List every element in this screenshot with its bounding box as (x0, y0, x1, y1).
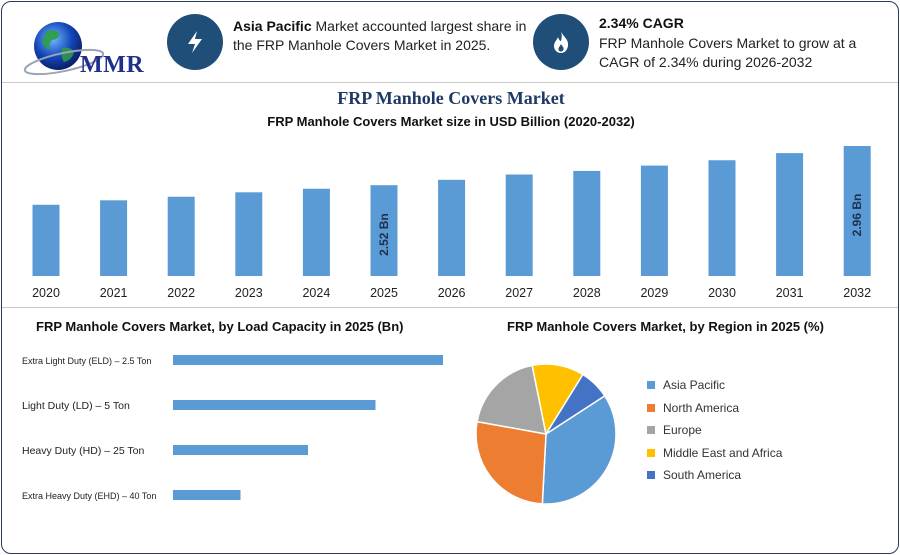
lightning-icon (188, 31, 202, 53)
legend-swatch (647, 471, 655, 480)
lightning-icon-badge (167, 14, 223, 70)
x-tick-label: 2020 (32, 286, 60, 300)
x-tick-label: 2024 (302, 286, 330, 300)
x-tick-label: 2027 (505, 286, 533, 300)
legend-item: Europe (647, 419, 782, 442)
x-tick-label: 2022 (167, 286, 195, 300)
pie-slice (541, 394, 617, 505)
legend-label: Asia Pacific (663, 378, 726, 393)
load-capacity-bar (173, 490, 241, 500)
load-capacity-bar (173, 355, 443, 365)
bar-2023 (235, 192, 263, 276)
bar-2027 (505, 174, 533, 276)
header-region-text: Market accounted largest share in the FR… (233, 18, 527, 53)
x-tick-label: 2029 (640, 286, 668, 300)
legend-swatch (647, 381, 655, 390)
flame-icon-badge (533, 14, 589, 70)
bar-2026 (438, 179, 466, 276)
bar-data-label: 2.96 Bn (850, 194, 864, 237)
section-divider (2, 307, 898, 308)
pie-slice (475, 420, 547, 505)
legend-label: Europe (663, 423, 702, 438)
cagr-title: 2.34% CAGR (599, 15, 684, 31)
bar-2032 (843, 146, 871, 276)
bar-data-label: 2.52 Bn (377, 213, 391, 256)
bar-2021 (100, 200, 128, 276)
region-title: FRP Manhole Covers Market, by Region in … (507, 319, 824, 334)
header-divider (2, 82, 898, 83)
header-region-note: Asia Pacific Market accounted largest sh… (233, 17, 533, 55)
x-tick-label: 2023 (235, 286, 263, 300)
x-tick-label: 2028 (573, 286, 601, 300)
bar-2031 (776, 153, 804, 276)
region-legend: Asia Pacific North America Europe Middle Ea… (647, 374, 782, 487)
legend-item: Middle East and Africa (647, 442, 782, 465)
x-tick-label: 2030 (708, 286, 736, 300)
bar-2024 (302, 188, 330, 276)
x-tick-label: 2026 (438, 286, 466, 300)
bar-2020 (32, 204, 60, 276)
mmr-logo: MMR (20, 12, 144, 80)
flame-icon (554, 31, 569, 53)
bar-2030 (708, 160, 736, 276)
category-label: Light Duty (LD) – 5 Ton (22, 400, 130, 412)
logo-text: MMR (80, 52, 145, 78)
cagr-text: FRP Manhole Covers Market to grow at a C… (599, 35, 857, 70)
category-label: Heavy Duty (HD) – 25 Ton (22, 445, 145, 457)
globe-icon (23, 22, 105, 76)
x-tick-label: 2031 (776, 286, 804, 300)
legend-swatch (647, 403, 655, 412)
market-size-bar-chart: 2020 2021 2022 2023 2024 2025 2.52 Bn 2026 2027 2… (32, 146, 871, 300)
legend-item: Asia Pacific (647, 374, 782, 397)
chart-subtitle: FRP Manhole Covers Market size in USD Bi… (267, 114, 635, 129)
load-capacity-bar (173, 445, 308, 455)
x-tick-label: 2032 (843, 286, 871, 300)
x-tick-label: 2021 (100, 286, 128, 300)
load-capacity-bar-chart: Extra Light Duty (ELD) – 2.5 Ton Light Du… (22, 355, 443, 501)
legend-item: North America (647, 397, 782, 420)
category-label: Extra Heavy Duty (EHD) – 40 Ton (22, 491, 156, 501)
legend-swatch (647, 426, 655, 435)
pie-slice (545, 373, 606, 435)
category-label: Extra Light Duty (ELD) – 2.5 Ton (22, 356, 151, 366)
legend-item: South America (647, 464, 782, 487)
pie-slice (476, 364, 547, 435)
legend-label: South America (663, 468, 742, 483)
region-pie-chart (475, 363, 617, 505)
load-capacity-title: FRP Manhole Covers Market, by Load Capac… (36, 319, 404, 334)
load-capacity-bar (173, 400, 376, 410)
header-region-bold: Asia Pacific (233, 18, 312, 34)
bar-2022 (167, 196, 195, 276)
x-tick-label: 2025 (370, 286, 398, 300)
bar-2029 (640, 165, 668, 276)
chart-title: FRP Manhole Covers Market (337, 88, 565, 108)
legend-label: Middle East and Africa (663, 445, 783, 460)
bar-2025 (370, 185, 398, 276)
legend-label: North America (663, 400, 740, 415)
legend-swatch (647, 448, 655, 457)
header-cagr: 2.34% CAGR FRP Manhole Covers Market to … (599, 15, 889, 72)
bar-2028 (573, 170, 601, 276)
